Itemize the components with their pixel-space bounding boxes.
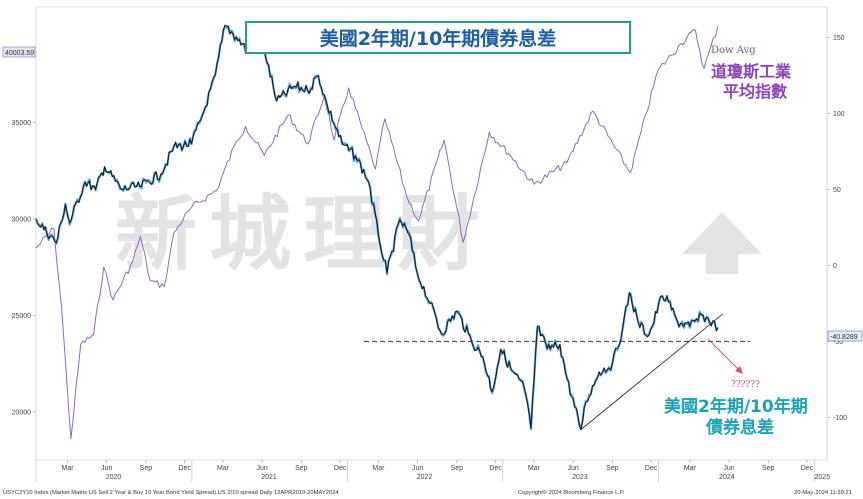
x-month-label: Dec	[801, 465, 814, 472]
svg-text:-40.8289: -40.8289	[830, 334, 858, 341]
x-month-label: Mar	[684, 465, 697, 472]
watermark: 新城理財	[115, 187, 762, 282]
y-axis-right: -100 -50 0 50 100 150	[827, 35, 847, 422]
y-left-tick-label: 25000	[12, 313, 32, 320]
red-arrow-icon	[707, 338, 743, 374]
footer-left: USYC2Y10 Index (Market Matrix US Sell 2 …	[3, 490, 339, 496]
svg-text:40003.59: 40003.59	[5, 50, 34, 57]
x-month-label: Dec	[334, 465, 347, 472]
x-month-label: Jun	[723, 465, 734, 472]
dow-label-cn-2: 平均指數	[723, 82, 787, 101]
x-year-label: 2025	[815, 474, 831, 481]
footer-right: 20-May-2024 11:39:21	[794, 490, 852, 496]
x-month-label: Jun	[101, 465, 112, 472]
y-right-tick-label: 0	[833, 263, 837, 270]
x-month-label: Sep	[295, 465, 308, 472]
x-year-label: 2021	[261, 474, 277, 481]
x-month-label: Sep	[606, 465, 619, 472]
x-month-label: Jun	[412, 465, 423, 472]
dow-label-cn-1: 道瓊斯工業	[711, 62, 792, 81]
right-value-tag: -40.8289	[827, 330, 863, 342]
x-month-label: Mar	[61, 465, 74, 472]
series-dow-line	[35, 26, 719, 440]
rising-trendline	[580, 313, 723, 430]
y-axis-left: 20000 25000 30000 35000	[12, 120, 36, 416]
y-right-tick-label: -50	[833, 339, 843, 346]
x-month-label: Sep	[140, 465, 153, 472]
question-marks: ??????	[731, 380, 760, 390]
x-month-label: Dec	[645, 465, 658, 472]
x-month-label: Sep	[451, 465, 464, 472]
x-year-label: 2022	[417, 474, 433, 481]
y-right-tick-label: -100	[833, 415, 847, 422]
x-year-label: 2020	[106, 474, 122, 481]
watermark-arrow-icon	[682, 212, 762, 274]
series-spread-line	[35, 24, 719, 431]
left-value-tag: 40003.59	[2, 46, 36, 58]
y-left-tick-label: 30000	[12, 217, 32, 224]
x-month-label: Jun	[257, 465, 268, 472]
x-month-label: Dec	[178, 465, 191, 472]
x-year-label: 2024	[719, 474, 735, 481]
watermark-text: 新城理財	[115, 187, 491, 282]
y-right-tick-label: 100	[833, 111, 845, 118]
y-right-tick-label: 150	[833, 35, 845, 42]
spread-label-2: 債券息差	[705, 417, 774, 438]
x-month-label: Mar	[217, 465, 230, 472]
dow-label-en: Dow Avg	[711, 45, 756, 56]
footer-mid: Copyright© 2024 Bloomberg Finance L.P.	[518, 489, 625, 496]
title-box: 美國2年期/10年期債券息差	[245, 21, 631, 54]
x-month-label: Mar	[528, 465, 541, 472]
y-left-tick-label: 20000	[12, 409, 32, 416]
x-month-label: Jun	[567, 465, 578, 472]
spread-label-1: 美國2年期/10年期	[664, 396, 808, 417]
x-month-label: Sep	[762, 465, 775, 472]
plot-area	[35, 6, 828, 461]
y-right-tick-label: 50	[833, 187, 841, 194]
x-month-label: Dec	[489, 465, 502, 472]
x-year-label: 2023	[572, 474, 588, 481]
y-left-tick-label: 35000	[12, 120, 32, 127]
chart-title: 美國2年期/10年期債券息差	[320, 27, 557, 50]
x-axis: Mar Jun Sep Dec Mar Jun Sep Dec Mar Jun Sep Dec Mar J…	[35, 460, 831, 482]
x-month-label: Mar	[372, 465, 385, 472]
